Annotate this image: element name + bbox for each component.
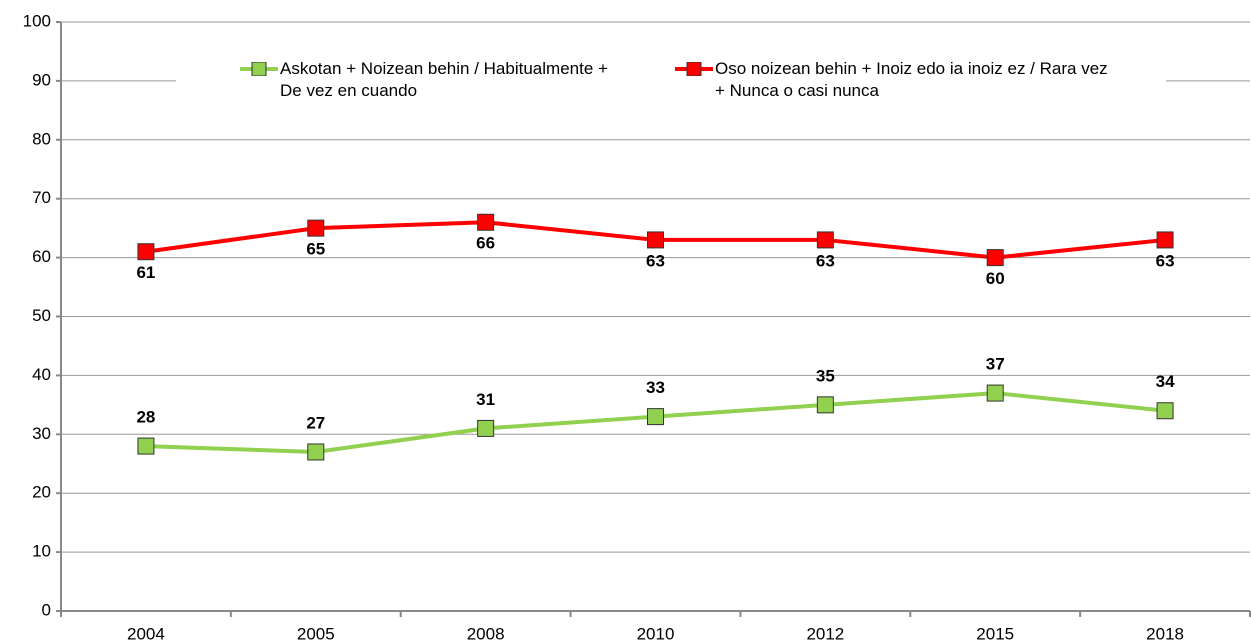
legend: Askotan + Noizean behin / Habitualmente … [176,58,1166,110]
data-label: 66 [476,234,495,253]
legend-swatch [675,62,713,76]
y-tick-label: 80 [32,129,51,148]
legend-swatch [240,62,278,76]
data-label: 65 [306,240,325,259]
data-label: 34 [1156,372,1175,391]
data-label: 60 [986,269,1005,288]
y-tick-label: 70 [32,188,51,207]
marker [477,213,495,231]
x-tick-label: 2008 [467,624,505,643]
legend-label: Oso noizean behin + Inoiz edo ia inoiz e… [715,59,1108,100]
marker [137,243,155,261]
x-tick-label: 2012 [806,624,844,643]
data-label: 28 [136,408,155,427]
y-tick-label: 20 [32,483,51,502]
y-tick-label: 30 [32,424,51,443]
marker [307,443,325,461]
data-label: 63 [646,251,665,270]
marker [307,219,325,237]
marker [477,419,495,437]
marker [1156,231,1174,249]
data-label: 63 [816,251,835,270]
legend-label: Askotan + Noizean behin / Habitualmente … [280,59,608,100]
y-tick-label: 0 [42,600,51,619]
y-tick-label: 60 [32,247,51,266]
marker [1156,402,1174,420]
x-tick-label: 2005 [297,624,335,643]
marker [986,249,1004,267]
data-label: 27 [306,413,325,432]
x-tick-label: 2004 [127,624,165,643]
x-tick-label: 2018 [1146,624,1184,643]
marker [647,408,664,426]
data-label: 63 [1156,251,1175,270]
data-label: 33 [646,378,665,397]
y-tick-label: 100 [23,11,51,30]
marker [816,396,834,414]
marker [816,231,834,249]
data-label: 37 [986,355,1005,374]
data-label: 35 [816,366,835,385]
y-tick-label: 90 [32,70,51,89]
y-tick-label: 50 [32,306,51,325]
x-tick-label: 2010 [637,624,675,643]
y-tick-label: 40 [32,365,51,384]
x-tick-label: 2015 [976,624,1014,643]
data-label: 31 [476,390,495,409]
marker [647,231,664,249]
data-label: 61 [136,263,155,282]
y-tick-label: 10 [32,542,51,561]
marker [986,384,1004,402]
marker [137,437,155,455]
